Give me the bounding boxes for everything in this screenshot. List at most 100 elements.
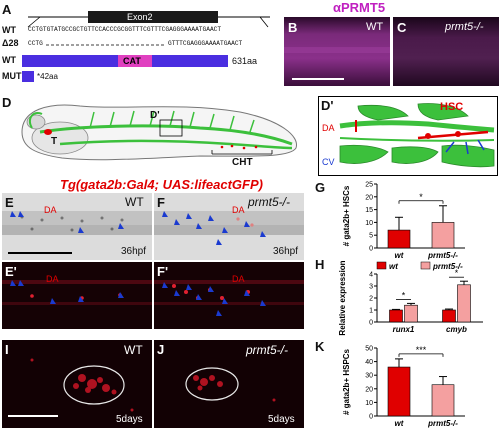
panel-eprime-da-label: DA [46,274,59,284]
bar-runx1-1 [404,304,418,323]
y-tick-label: 25 [365,182,373,189]
panel-c-genotype: prmt5-/- [445,21,484,33]
panel-c-micrograph [393,17,499,86]
panel-label-j: J [157,342,165,357]
x-tick-label: runx1 [393,325,415,334]
dprime-cv-label: CV [322,157,335,167]
panel-label-c: C [397,20,407,35]
panel-e-micrograph [2,193,152,260]
panel-label-h: H [315,257,325,272]
legend-swatch-0 [376,261,387,270]
panel-label-fprime: F' [157,264,169,279]
cht-label: CHT [232,157,253,168]
bar-wt [387,229,411,249]
panel-f-time: 36hpf [273,246,299,257]
mut-aa-label: *42aa [37,72,58,81]
cat-domain-box [118,55,152,67]
mut-protein-bar [22,71,34,82]
panel-i-time: 5days [116,414,143,425]
x-tick-label: prmt5-/- [427,419,458,428]
y-tick-label: 20 [365,194,373,201]
y-tick-label: 0 [369,246,373,253]
transgene-title: Tg(gata2b:Gal4; UAS:lifeactGFP) [60,177,263,192]
thymus-label: T [51,136,58,147]
wt-aa-label: 631aa [232,56,258,66]
panel-i-genotype: WT [124,343,143,357]
panel-j-genotype: prmt5-/- [246,343,288,357]
hsc-label: HSC [440,101,464,113]
panel-label-a: A [2,2,12,17]
x-tick-label: wt [395,251,404,260]
exon2-box [88,11,218,23]
delta28-seq-right: GTTTCGAGGGAAAATGAACT [168,40,243,47]
y-tick-label: 50 [365,346,373,353]
delta28-label: Δ28 [2,38,19,48]
mut-protein-label: MUT [2,71,22,81]
panel-i-micrograph [2,340,152,428]
panel-f-micrograph [154,193,304,260]
panel-dprime-schematic [318,96,498,176]
panel-b-micrograph [284,17,390,86]
panel-label-dprime: D' [321,98,334,113]
bar-cmyb-1 [457,284,471,323]
panel-label-eprime: E' [5,264,17,279]
y-axis-label: # gata2b+ HSCs [342,185,351,246]
significance-marker-cmyb: * [455,268,459,278]
chart-k: 0 10 20 30 40 50 # gata2b+ HSPCs wt prmt5-/- *** [342,345,465,428]
panel-a-gene-diagram [22,11,270,82]
panel-fprime-micrograph [154,262,304,329]
y-tick-label: 0 [369,414,373,421]
exon2-label: Exon2 [127,12,153,22]
panel-b-genotype: WT [366,21,384,33]
bar-runx1-0 [389,309,403,323]
y-tick-label: 1 [369,308,373,315]
wt-protein-label: WT [2,55,16,65]
dprime-da-label: DA [322,123,335,133]
y-tick-label: 3 [369,284,373,291]
dprime-box-label: D' [150,110,160,121]
y-axis-label: Relative expression [338,260,347,335]
significance-marker: * [419,192,423,202]
panel-e-time: 36hpf [121,246,147,257]
cat-label: CAT [123,56,141,66]
wt-sequence: CCTGTGTATGCCGCTGTTCCACCCGCGGTTTCGTTTCGAG… [28,26,222,33]
wt-seq-label: WT [2,25,16,35]
y-tick-label: 4 [369,272,373,279]
y-tick-label: 10 [365,220,373,227]
panel-label-k: K [315,339,325,354]
legend-swatch-1 [420,261,431,270]
y-tick-label: 2 [369,296,373,303]
panel-label-e: E [5,195,14,210]
bar-cmyb-0 [442,309,456,323]
panel-label-b: B [288,20,298,35]
legend-label-1: prmt5-/- [432,262,463,271]
panel-label-g: G [315,180,326,195]
panel-e-genotype: WT [125,195,144,209]
y-tick-label: 20 [365,386,373,393]
x-tick-label: cmyb [446,325,467,334]
panel-d-embryo-schematic [21,104,297,161]
deletion-dashes [46,44,164,46]
bar-prmt5-/- [431,384,455,417]
bar-prmt5-/- [431,222,455,249]
y-tick-label: 5 [369,233,373,240]
antibody-label: αPRMT5 [333,0,386,15]
panel-label-d: D [2,95,12,110]
y-tick-label: 30 [365,373,373,380]
panel-label-f: F [157,195,165,210]
panel-j-time: 5days [268,414,295,425]
y-axis-label: # gata2b+ HSPCs [342,348,351,415]
x-tick-label: wt [395,419,404,428]
panel-fprime-da-label: DA [232,274,245,284]
significance-marker-runx1: * [402,290,406,300]
panel-j-micrograph [154,340,304,428]
y-tick-label: 40 [365,359,373,366]
bar-wt [387,366,411,417]
chart-g: 0 5 10 15 20 25 # gata2b+ HSCs wt prmt5-/- * [342,182,465,260]
panel-eprime-micrograph [2,262,152,329]
y-tick-label: 15 [365,207,373,214]
panel-e-da-label: DA [44,205,57,215]
y-tick-label: 0 [369,320,373,327]
panel-f-da-label: DA [232,205,245,215]
